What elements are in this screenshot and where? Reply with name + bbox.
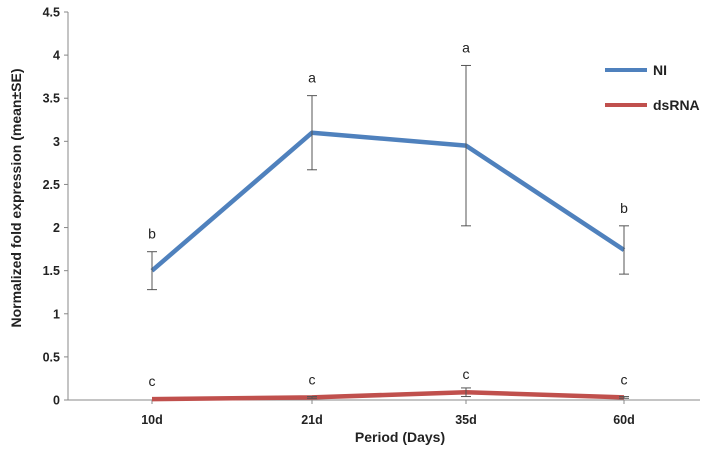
x-tick-label: 35d: [455, 413, 477, 427]
y-tick-label: 1.5: [43, 264, 60, 278]
significance-label: c: [463, 366, 470, 382]
significance-label: b: [620, 200, 628, 216]
significance-label: c: [621, 371, 628, 387]
y-tick-label: 2.5: [43, 178, 60, 192]
x-axis-ticks: 10d 21d 35d 60d: [141, 400, 635, 427]
series-line-dsrna: [151, 389, 625, 402]
x-tick-label: 60d: [613, 413, 635, 427]
y-tick-label: 0: [53, 394, 60, 408]
legend-label-ni: NI: [653, 62, 667, 78]
y-tick-label: 0.5: [43, 350, 60, 364]
y-axis-ticks: 0 0.5 1 1.5 2 2.5 3 3.5 4 4.5: [43, 6, 68, 408]
y-tick-label: 4: [53, 49, 60, 63]
x-tick-label: 21d: [301, 413, 323, 427]
y-tick-label: 3: [53, 135, 60, 149]
series-layer: [147, 64, 629, 402]
significance-label: c: [309, 371, 316, 387]
significance-label: a: [308, 70, 316, 86]
series-dsrna: [151, 387, 629, 402]
y-axis-title: Normalized fold expression (mean±SE): [8, 69, 24, 328]
significance-label: b: [148, 226, 156, 242]
legend-label-dsrna: dsRNA: [653, 97, 700, 113]
series-ni: [147, 64, 629, 291]
series-line-ni: [150, 130, 626, 273]
x-tick-label: 10d: [141, 413, 163, 427]
legend: NI dsRNA: [605, 62, 700, 113]
x-axis-title: Period (Days): [355, 429, 445, 445]
y-tick-label: 4.5: [43, 6, 60, 20]
significance-label: a: [462, 39, 470, 55]
y-tick-label: 2: [53, 221, 60, 235]
significance-labels: b a a b c c c c: [148, 39, 628, 389]
y-tick-label: 1: [53, 307, 60, 321]
significance-label: c: [149, 373, 156, 389]
y-tick-label: 3.5: [43, 92, 60, 106]
